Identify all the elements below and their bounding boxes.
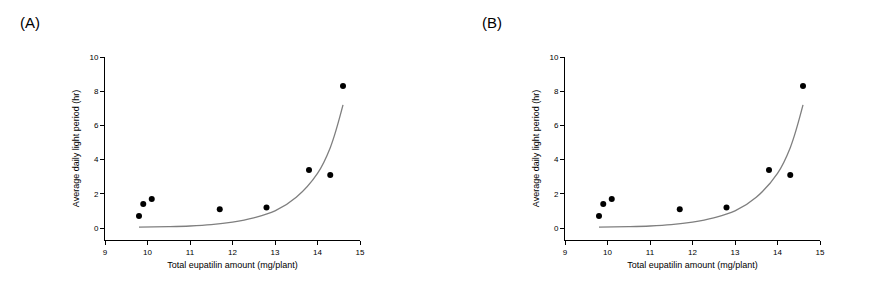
svg-text:0: 0 (554, 224, 559, 233)
svg-text:13: 13 (731, 248, 740, 257)
svg-text:6: 6 (554, 121, 559, 130)
svg-text:14: 14 (313, 248, 322, 257)
svg-text:15: 15 (356, 248, 365, 257)
svg-text:9: 9 (563, 248, 568, 257)
svg-text:2: 2 (554, 190, 559, 199)
svg-text:10: 10 (89, 53, 98, 62)
svg-text:6: 6 (94, 121, 99, 130)
svg-text:4: 4 (94, 155, 99, 164)
svg-text:15: 15 (816, 248, 825, 257)
svg-text:8: 8 (94, 87, 99, 96)
svg-text:11: 11 (646, 248, 655, 257)
svg-text:13: 13 (271, 248, 280, 257)
svg-text:10: 10 (603, 248, 612, 257)
svg-text:8: 8 (554, 87, 559, 96)
svg-text:11: 11 (186, 248, 195, 257)
svg-text:12: 12 (688, 248, 697, 257)
svg-text:Total eupatilin amount (mg/pla: Total eupatilin amount (mg/plant) (167, 260, 298, 270)
svg-text:(B): (B) (482, 14, 502, 31)
svg-text:9: 9 (103, 248, 108, 257)
svg-text:Average daily light period (hr: Average daily light period (hr) (71, 90, 81, 207)
svg-text:(A): (A) (20, 14, 40, 31)
svg-text:10: 10 (143, 248, 152, 257)
svg-text:4: 4 (554, 155, 559, 164)
svg-text:2: 2 (94, 190, 99, 199)
svg-text:10: 10 (549, 53, 558, 62)
svg-text:Total eupatilin amount (mg/pla: Total eupatilin amount (mg/plant) (627, 260, 758, 270)
svg-text:Average daily light period (hr: Average daily light period (hr) (531, 90, 541, 207)
svg-text:14: 14 (773, 248, 782, 257)
svg-text:12: 12 (228, 248, 237, 257)
svg-text:0: 0 (94, 224, 99, 233)
